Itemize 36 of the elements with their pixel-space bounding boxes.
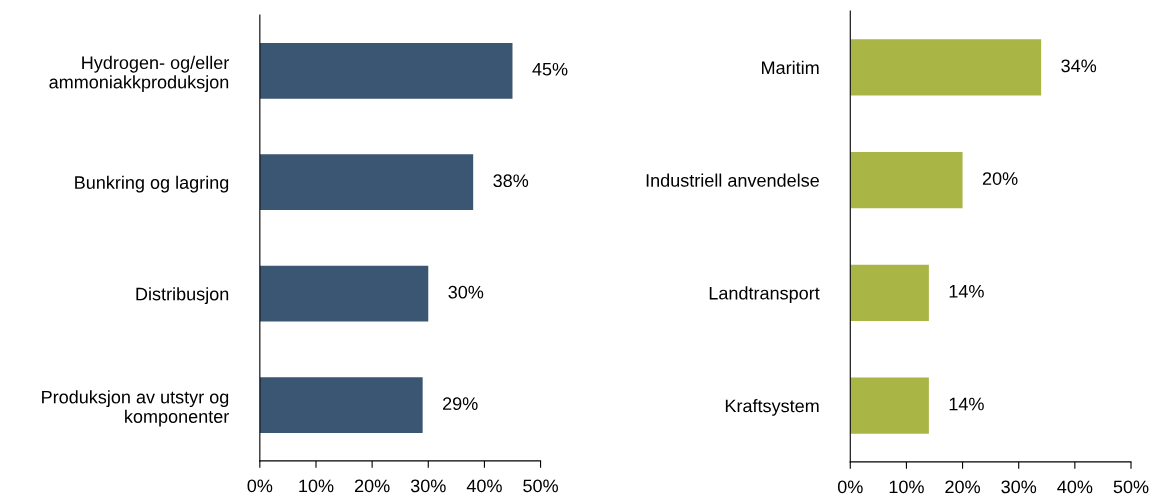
y-tick-label: Landtransport <box>709 286 820 304</box>
x-tick-label: 10% <box>889 480 924 494</box>
y-tick-label: Produksjon av utstyr og komponenter <box>42 390 229 427</box>
data-label: 14% <box>949 397 984 411</box>
x-tick-label: 0% <box>837 480 863 494</box>
data-label: 30% <box>448 285 484 299</box>
x-tick-label: 50% <box>523 479 558 493</box>
bar <box>259 265 429 322</box>
data-label: 14% <box>949 284 984 298</box>
x-tick-label: 30% <box>410 479 446 493</box>
x-tick-label: 40% <box>1057 480 1093 494</box>
x-tick-label: 50% <box>1113 480 1149 494</box>
y-tick-label: Distribusjon <box>136 287 229 304</box>
y-tick-label: Hydrogen- og/eller ammoniakkproduksjon <box>49 55 229 93</box>
bar <box>259 377 423 434</box>
data-label: 20% <box>982 172 1018 185</box>
y-tick-label: Kraftsystem <box>725 399 819 416</box>
y-tick-label: Bunkring og lagring <box>75 175 229 193</box>
data-label: 34% <box>1061 59 1097 73</box>
y-tick-label: Industriell anvendelse <box>646 173 819 187</box>
x-tick-label: 40% <box>466 479 502 493</box>
x-tick-label: 10% <box>299 479 334 493</box>
x-tick-label: 20% <box>945 480 980 494</box>
bar <box>850 151 963 209</box>
x-tick-label: 0% <box>247 479 273 493</box>
bar <box>850 377 929 434</box>
data-label: 38% <box>493 174 529 188</box>
bar <box>850 39 1042 96</box>
y-tick-label: Maritim <box>762 60 819 75</box>
x-tick-label: 20% <box>354 479 390 493</box>
data-label: 29% <box>443 397 478 411</box>
bar <box>259 154 474 211</box>
data-label: 45% <box>532 62 568 76</box>
bar <box>259 42 513 99</box>
bar <box>850 264 929 322</box>
x-tick-label: 30% <box>1001 480 1037 494</box>
